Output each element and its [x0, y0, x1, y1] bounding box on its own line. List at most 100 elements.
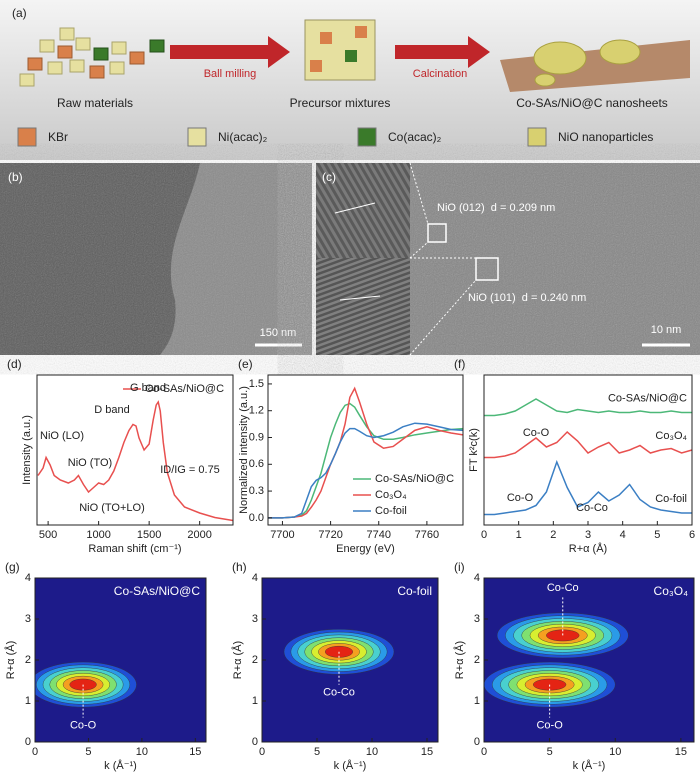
step-label: Ball milling: [204, 68, 257, 80]
inset-fringe: [316, 163, 410, 258]
stage-label: Precursor mixtures: [290, 96, 391, 110]
x-axis-label: R+α (Å): [569, 542, 607, 555]
legend-swatch: [187, 127, 207, 147]
scale-bar-label: 150 nm: [260, 327, 297, 339]
y-tick-label: 0: [474, 736, 480, 748]
arrow: [170, 36, 290, 68]
x-tick-label: 0: [32, 746, 38, 758]
precursor-cube: [304, 19, 376, 81]
x-tick-label: 7720: [318, 529, 342, 541]
annotation: ID/IG = 0.75: [160, 464, 220, 476]
x-tick-label: 1000: [86, 529, 110, 541]
y-tick-label: 0.3: [249, 485, 264, 497]
legend-label: NiO nanoparticles: [558, 130, 653, 144]
peak-label: Co-O: [536, 720, 563, 732]
arrow: [395, 36, 490, 68]
panel-label: (h): [232, 560, 247, 574]
annotation: D band: [94, 404, 129, 416]
y-tick-label: 4: [474, 572, 480, 584]
legend-swatch: [357, 127, 377, 147]
annotation: NiO (TO+LO): [79, 502, 145, 514]
x-axis-label: Energy (eV): [336, 543, 395, 555]
panel-label: (a): [12, 6, 27, 20]
y-tick-label: 3: [252, 613, 258, 625]
x-axis-label: Raman shift (cm⁻¹): [88, 543, 181, 555]
x-tick-label: 7740: [366, 529, 390, 541]
y-tick-label: 0: [25, 736, 31, 748]
series-line: [484, 459, 692, 516]
y-axis-label: FT k²c(k): [468, 428, 480, 472]
peak-label: Co-Co: [547, 582, 579, 594]
x-tick-label: 10: [136, 746, 148, 758]
x-tick-label: 15: [675, 746, 687, 758]
x-tick-label: 7760: [415, 529, 439, 541]
y-tick-label: 4: [252, 572, 258, 584]
y-tick-label: 3: [25, 613, 31, 625]
chart-title: Co₃O₄: [654, 584, 689, 598]
plot-frame: [36, 374, 234, 526]
x-tick-label: 15: [189, 746, 201, 758]
chart-title: Co-foil: [397, 584, 432, 598]
x-tick-label: 2: [550, 529, 556, 541]
y-tick-label: 0: [252, 736, 258, 748]
legend-label: Co-foil: [375, 505, 407, 517]
x-tick-label: 0: [481, 529, 487, 541]
panel-label: (e): [238, 357, 253, 371]
plot-background: [484, 578, 694, 742]
y-axis-label: Intensity (a.u.): [21, 415, 33, 485]
x-tick-label: 7700: [270, 529, 294, 541]
x-tick-label: 500: [39, 529, 57, 541]
y-tick-label: 2: [474, 654, 480, 666]
x-tick-label: 3: [585, 529, 591, 541]
step-label: Calcination: [413, 68, 467, 80]
y-tick-label: 1: [474, 695, 480, 707]
legend-swatch: [17, 127, 37, 147]
annotation: Co-O: [507, 492, 534, 504]
raw-cubes: [19, 27, 165, 87]
nanoparticle: [534, 73, 556, 87]
panel-label: (c): [322, 170, 336, 184]
d-spacing: NiO (012) d = 0.209 nm: [437, 202, 555, 214]
series-line: [268, 422, 464, 519]
y-axis-label: R+α (Å): [453, 641, 466, 679]
zoom-lines: [409, 162, 477, 356]
legend-label: Ni(acac)₂: [218, 130, 268, 144]
legend-label: Co-SAs/NiO@C: [145, 383, 224, 395]
annotation: NiO (TO): [68, 457, 112, 469]
x-tick-label: 0: [481, 746, 487, 758]
lattice-marker: [334, 202, 376, 214]
inset-fringe: [316, 258, 410, 355]
x-tick-label: 1: [516, 529, 522, 541]
x-tick-label: 5: [85, 746, 91, 758]
curve-label: Co-SAs/NiO@C: [608, 392, 687, 404]
x-tick-label: 6: [689, 529, 695, 541]
y-tick-label: 2: [252, 654, 258, 666]
plot-frame: [267, 374, 464, 526]
y-axis-label: R+α (Å): [231, 641, 244, 679]
x-tick-label: 4: [620, 529, 626, 541]
y-tick-label: 1: [25, 695, 31, 707]
curve-label: Co-foil: [655, 493, 687, 505]
series-line: [484, 430, 693, 459]
legend-swatch: [527, 127, 547, 147]
annotation: G band: [130, 382, 166, 394]
series-line: [268, 386, 464, 519]
stage-label: Co-SAs/NiO@C nanosheets: [516, 96, 668, 110]
stage-label: Raw materials: [57, 96, 133, 110]
x-tick-label: 5: [547, 746, 553, 758]
legend-label: Co₃O₄: [375, 489, 407, 501]
x-tick-label: 10: [609, 746, 621, 758]
y-tick-label: 0.6: [249, 458, 264, 470]
x-axis-label: k (Å⁻¹): [573, 759, 606, 772]
y-axis-label: Normalized intensity (a.u.): [238, 386, 250, 514]
x-axis-label: k (Å⁻¹): [334, 759, 367, 772]
panel-label: (i): [454, 560, 465, 574]
series-line: [484, 398, 692, 417]
series-line: [268, 402, 464, 519]
chart-title: Co-SAs/NiO@C: [114, 584, 201, 598]
x-tick-label: 0: [259, 746, 265, 758]
roi-box: [475, 257, 499, 281]
legend-label: Co-SAs/NiO@C: [375, 473, 454, 485]
scale-bar-label: 10 nm: [651, 324, 682, 336]
